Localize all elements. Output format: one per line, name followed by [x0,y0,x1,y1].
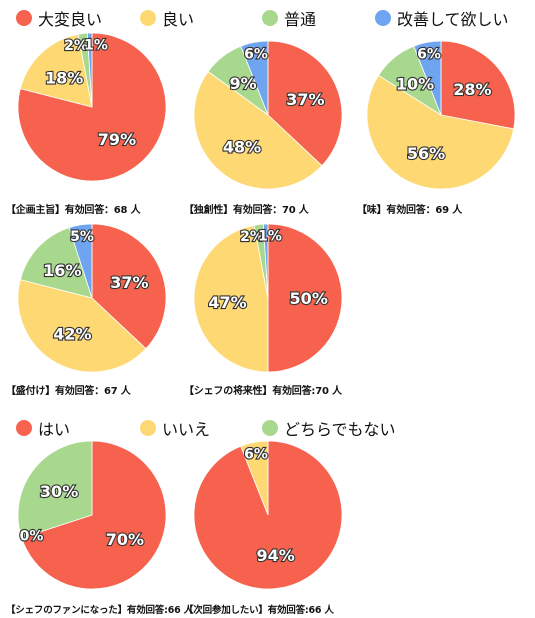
legend-swatch [262,420,278,436]
pie-slice [267,223,343,373]
pie-data-label: 6% [244,446,268,462]
legend-swatch [140,10,156,26]
legend-item-normal: 普通 [262,6,316,30]
pie-data-label: 9% [229,74,256,93]
pie-data-label: 18% [45,68,83,87]
legend-item-very-good: 大変良い [16,6,102,30]
chart-caption-originality: 【独創性】有効回答：70 人 [184,205,309,216]
pie-slice [193,224,269,373]
pie-chart-originality: 37% 48% 9% 6% [193,40,343,194]
pie-data-label: 10% [396,75,434,94]
legend-swatch [375,10,391,26]
legend-item-no: いいえ [140,416,210,440]
pie-svg: 94% 6% [193,440,343,590]
legend-label: いいえ [162,420,211,439]
pie-data-label: 0% [20,529,44,545]
chart-caption-presentation: 【盛付け】有効回答：67 人 [6,386,131,397]
pie-chart-participate-again: 94% 6% [193,440,343,594]
pie-slice [17,440,93,539]
legend-swatch [262,10,278,26]
legend-item-good: 良い [140,6,194,30]
chart-caption-chef-fan: 【シェフのファンになった】有効回答:66 人 [6,605,193,616]
pie-data-label: 42% [53,325,91,344]
chart-caption-participate-again: 【次回参加したい】有効回答:66 人 [184,605,334,616]
pie-slice [68,223,93,299]
pie-chart-chef-future: 50% 47% 2% 1% [193,223,343,377]
pie-slice [240,40,269,116]
pie-slice [86,32,93,108]
pie-slice [267,40,343,167]
pie-data-label: 47% [208,293,246,312]
pie-data-label: 16% [43,261,81,280]
legend-label: はい [38,420,71,439]
pie-slice [440,40,516,130]
pie-svg: 50% 47% 2%1% [193,223,343,373]
pie-chart-taste: 28% 56% 10% 6% [366,40,516,194]
pie-data-label: 30% [40,482,78,501]
pie-data-label: 1% [258,228,282,244]
legend-item-yes: はい [16,416,70,440]
pie-slice [366,74,515,190]
pie-data-label: 48% [223,137,261,156]
legend-swatch [16,10,32,26]
pie-data-label: 2% [64,38,88,54]
pie-svg: 70% 0% 30% [17,440,167,590]
pie-data-label: 6% [417,46,441,62]
legend-swatch [140,420,156,436]
pie-slice [91,223,167,350]
pie-data-label: 79% [98,130,136,149]
pie-slice [413,40,442,116]
pie-data-label: 70% [106,530,144,549]
pie-data-label: 6% [244,46,268,62]
legend-label: 改善して欲しい [397,10,509,29]
pie-svg: 37% 42% 16% 5% [17,223,167,373]
pie-slice [21,440,167,590]
pie-data-label: 2% [240,229,264,245]
pie-svg: 37% 48% 9% 6% [193,40,343,190]
pie-data-label: 50% [290,289,328,308]
legend-label: どちらでもない [284,420,396,439]
legend-label: 普通 [284,10,317,29]
pie-data-label: 37% [286,90,324,109]
pie-slice [193,70,323,190]
pie-slice [262,223,269,299]
chart-caption-concept: 【企画主旨】有効回答：68 人 [6,205,141,216]
pie-data-label: 94% [256,546,294,565]
chart-caption-chef-future: 【シェフの将来性】有効回答:70 人 [184,386,342,397]
pie-chart-presentation: 37% 42% 16% 5% [17,223,167,377]
pie-chart-concept: 79% 18% 2% 1% [17,32,167,186]
pie-svg: 79% 18% 2%1% [17,32,167,182]
pie-data-label: 5% [70,229,94,245]
chart-caption-taste: 【味】有効回答：69 人 [357,205,462,216]
legend-item-neither: どちらでもない [262,416,396,440]
pie-chart-chef-fan: 70% 0% 30% [17,440,167,594]
pie-data-label: 1% [84,37,108,53]
pie-slice [19,227,93,299]
pie-slice [240,440,269,516]
pie-svg: 28% 56% 10% 6% [366,40,516,190]
legend-label: 大変良い [38,10,103,29]
legend-swatch [16,420,32,436]
pie-data-label: 37% [110,273,148,292]
pie-data-label: 28% [453,80,491,99]
legend-label: 良い [162,10,195,29]
pie-slice [17,279,147,373]
pie-slice [19,33,93,108]
legend-item-needs-improvement: 改善して欲しい [375,6,509,30]
pie-data-label: 56% [407,144,445,163]
